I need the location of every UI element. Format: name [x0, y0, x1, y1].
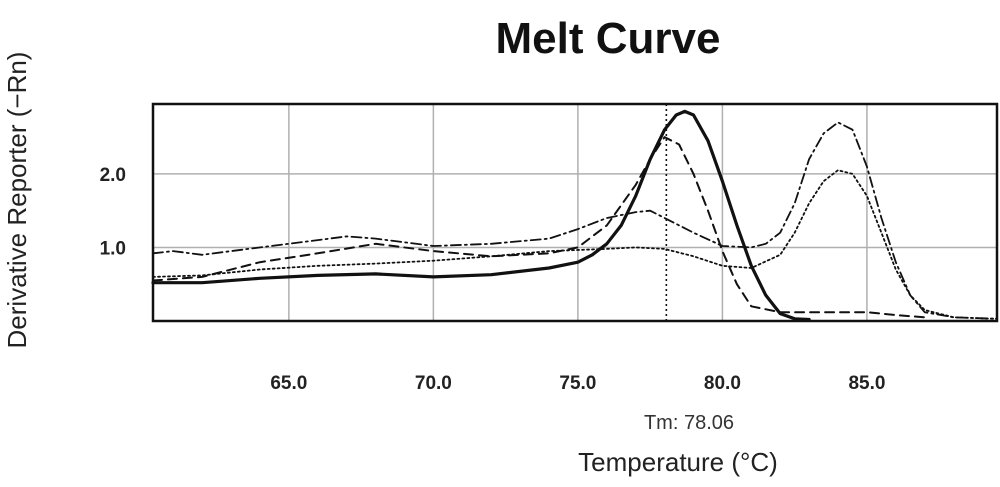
x-tick-label: 80.0	[704, 373, 741, 394]
series-line-dotted	[152, 169, 998, 320]
series-line-dashdot	[152, 121, 998, 320]
y-tick-label: 2.0	[100, 165, 126, 186]
tick-labels: 65.0 70.0 75.0 80.0 85.0 1.0 2.0	[100, 165, 886, 394]
gridlines	[153, 104, 997, 321]
tm-label: Tm: 78.06	[644, 412, 734, 434]
series-lines	[151, 109, 998, 322]
y-tick-label: 1.0	[100, 238, 126, 259]
x-tick-label: 75.0	[559, 373, 596, 394]
x-tick-label: 65.0	[270, 373, 307, 394]
x-tick-label: 85.0	[848, 373, 885, 394]
series-line-dashed	[152, 136, 926, 319]
y-axis-label: Derivative Reporter (−Rn)	[2, 52, 32, 349]
series-line-solid	[151, 109, 811, 322]
chart-title: Melt Curve	[496, 14, 721, 63]
plot-area	[151, 102, 999, 323]
x-axis-label: Temperature (°C)	[578, 447, 778, 477]
x-tick-label: 70.0	[415, 373, 452, 394]
